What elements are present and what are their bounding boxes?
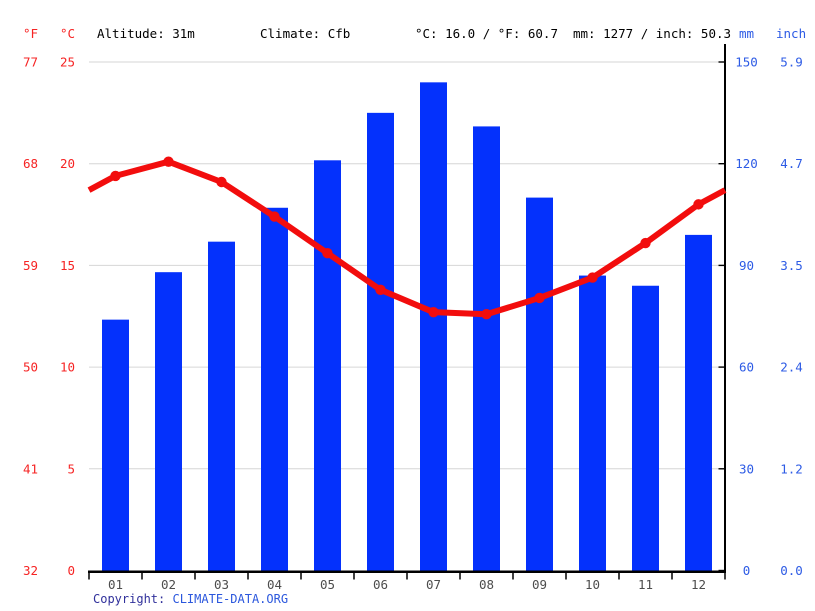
celsius-tick-label: 10 xyxy=(60,360,75,375)
precipitation-summary: mm: 1277 / inch: 50.3 xyxy=(573,26,732,41)
celsius-axis-unit: °C xyxy=(60,26,76,41)
temperature-point-03 xyxy=(216,176,227,188)
month-label: 05 xyxy=(320,577,335,592)
precip-bar-07 xyxy=(420,82,447,571)
precip-bar-11 xyxy=(632,285,659,571)
fahrenheit-tick-label: 59 xyxy=(23,258,38,273)
month-label: 04 xyxy=(267,577,282,592)
temperature-line xyxy=(87,158,727,318)
temperature-point-02 xyxy=(163,156,174,167)
inch-tick-label: 3.5 xyxy=(780,258,803,273)
climate-zone-label: Climate: Cfb xyxy=(260,26,351,41)
celsius-tick-label: 0 xyxy=(67,563,75,578)
celsius-tick-label: 20 xyxy=(60,156,75,171)
temperature-point-10 xyxy=(587,272,598,283)
precip-bar-12 xyxy=(685,234,712,571)
fahrenheit-tick-label: 41 xyxy=(23,461,38,476)
temperature-point-09 xyxy=(534,292,545,304)
mm-axis-unit: mm xyxy=(739,26,755,41)
altitude-label: Altitude: 31m xyxy=(97,26,195,41)
temperature-point-04 xyxy=(269,211,280,222)
temperature-point-08 xyxy=(481,309,492,320)
inch-tick-label: 4.7 xyxy=(780,156,803,171)
month-label: 01 xyxy=(108,577,123,592)
mm-tick-label: 90 xyxy=(739,258,754,273)
inch-tick-label: 2.4 xyxy=(780,360,803,375)
copyright-link[interactable]: CLIMATE-DATA.ORG xyxy=(172,592,289,606)
temperature-point-07 xyxy=(428,306,439,318)
inch-tick-label: 0.0 xyxy=(780,563,803,578)
month-label: 11 xyxy=(638,577,653,592)
precip-bar-03 xyxy=(208,241,235,571)
precip-bar-10 xyxy=(579,275,606,571)
mm-tick-label: 30 xyxy=(739,461,754,476)
month-label: 07 xyxy=(426,577,441,592)
month-label: 02 xyxy=(161,577,176,592)
precip-bar-01 xyxy=(102,319,129,571)
month-label: 06 xyxy=(373,577,388,592)
month-label: 10 xyxy=(585,577,600,592)
month-label: 08 xyxy=(479,577,494,592)
precip-bar-04 xyxy=(261,207,288,571)
temperature-point-06 xyxy=(375,284,386,296)
copyright: Copyright: CLIMATE-DATA.ORG xyxy=(93,592,288,606)
precip-bar-09 xyxy=(526,197,553,571)
celsius-tick-label: 25 xyxy=(60,55,75,70)
precip-bar-06 xyxy=(367,112,394,571)
temperature-point-05 xyxy=(322,247,333,259)
fahrenheit-tick-label: 50 xyxy=(23,360,38,375)
temperature-point-12 xyxy=(693,199,704,210)
fahrenheit-axis-unit: °F xyxy=(23,26,39,41)
inch-tick-label: 1.2 xyxy=(780,461,803,476)
fahrenheit-tick-label: 68 xyxy=(23,156,38,171)
celsius-tick-label: 5 xyxy=(67,461,75,476)
temperature-point-11 xyxy=(640,237,651,249)
mm-tick-label: 150 xyxy=(735,55,758,70)
precip-bar-05 xyxy=(314,160,341,571)
month-label: 03 xyxy=(214,577,229,592)
inch-tick-label: 5.9 xyxy=(780,55,803,70)
temperature-summary: °C: 16.0 / °F: 60.7 xyxy=(415,26,558,41)
mm-tick-label: 60 xyxy=(739,360,754,375)
mm-tick-label: 120 xyxy=(735,156,758,171)
fahrenheit-tick-label: 77 xyxy=(23,55,38,70)
month-label: 09 xyxy=(532,577,547,592)
inch-axis-unit: inch xyxy=(776,26,807,41)
month-label: 12 xyxy=(691,577,706,592)
celsius-tick-label: 15 xyxy=(60,258,75,273)
precip-bar-08 xyxy=(473,126,500,571)
mm-tick-label: 0 xyxy=(743,563,751,578)
fahrenheit-tick-label: 32 xyxy=(23,563,38,578)
copyright-label: Copyright: xyxy=(93,592,166,606)
temperature-point-01 xyxy=(110,170,121,182)
precip-bar-02 xyxy=(155,272,182,571)
